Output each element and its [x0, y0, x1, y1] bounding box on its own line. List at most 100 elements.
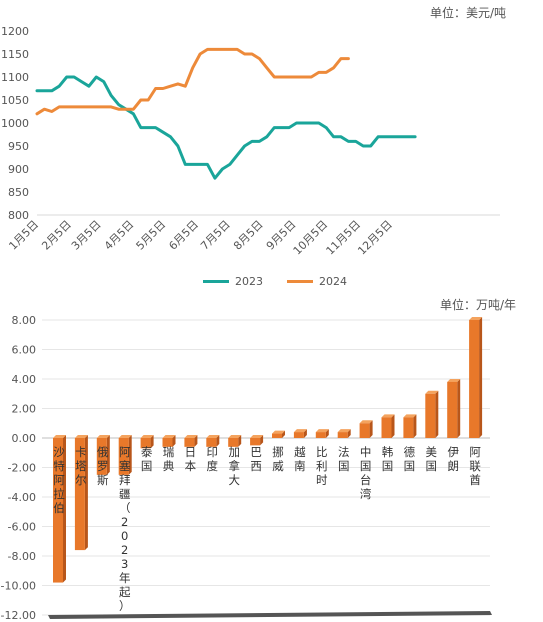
- y-tick-label: 800: [8, 209, 29, 222]
- bar-side: [282, 430, 285, 438]
- bar-side: [479, 317, 483, 438]
- bar: [228, 438, 239, 447]
- y-tick-label: 4.00: [12, 373, 37, 386]
- bar: [184, 438, 195, 447]
- bar-top: [315, 429, 329, 433]
- bar: [53, 438, 63, 583]
- bar-top: [447, 378, 461, 382]
- y-tick-label: 2.00: [12, 403, 37, 416]
- y-tick-label: 0.00: [12, 432, 37, 445]
- y-tick-label: 8.00: [12, 314, 37, 327]
- y-tick-label: 1200: [1, 25, 29, 38]
- x-tick-label: 10月5日: [291, 218, 331, 258]
- x-tick-label: 1月5日: [6, 218, 41, 253]
- category-label: 俄罗斯: [97, 445, 109, 487]
- category-label: 越南: [294, 445, 306, 473]
- bar-top: [272, 430, 285, 434]
- bar: [118, 438, 129, 475]
- bar-top: [206, 435, 220, 438]
- bar-side: [172, 435, 176, 447]
- line-chart-svg: 800 850 900 950 1000 1050 1100 1150 1200 1月5日2月5日…: [1, 25, 500, 258]
- bar-top: [184, 435, 198, 438]
- bar-top: [381, 414, 395, 418]
- category-label: 卡塔尔: [75, 445, 87, 487]
- series-line-2023: [35, 75, 417, 180]
- bar: [250, 438, 261, 446]
- bar-top: [140, 435, 154, 438]
- bar-side: [369, 420, 373, 438]
- y-tick-label: 6.00: [12, 344, 37, 357]
- series-line-2024: [35, 47, 350, 116]
- bar: [140, 438, 151, 449]
- x-tick-label: 6月5日: [166, 218, 201, 253]
- bar-side: [106, 435, 110, 475]
- x-tick-label: 4月5日: [102, 218, 137, 253]
- bar: [469, 320, 480, 438]
- bar: [425, 393, 436, 438]
- bar: [403, 417, 414, 438]
- bar: [315, 432, 326, 438]
- category-label: 沙特阿拉伯: [53, 445, 65, 515]
- x-tick-label: 3月5日: [69, 218, 104, 253]
- x-tick-label: 8月5日: [231, 218, 266, 253]
- category-label: 比利时: [316, 445, 328, 487]
- legend-swatch-2023: [203, 280, 229, 283]
- bar-side: [128, 435, 132, 475]
- bar: [293, 432, 304, 438]
- bar-top: [469, 317, 483, 320]
- bar-top: [228, 435, 242, 438]
- bar-side: [194, 435, 198, 447]
- bar: [206, 438, 217, 447]
- bar: [74, 438, 85, 551]
- category-label: 挪威: [272, 445, 284, 473]
- bar-top: [118, 435, 132, 438]
- y-tick-label: -10.00: [1, 580, 36, 593]
- chart-floor: [48, 611, 492, 619]
- bar-top: [53, 435, 66, 438]
- bar-side: [325, 429, 329, 438]
- y-tick-label: 1050: [1, 94, 29, 107]
- x-tick-label: 12月5日: [355, 218, 395, 258]
- x-tick-label: 5月5日: [134, 218, 169, 253]
- bar-side: [413, 414, 417, 438]
- bar-top: [425, 390, 439, 394]
- y-tick-label: 1000: [1, 117, 29, 130]
- y-tick-label: 1100: [1, 71, 29, 84]
- category-label: 德国: [404, 445, 416, 473]
- y-tick-label: -8.00: [8, 550, 36, 563]
- y-tick-label: -12.00: [1, 609, 36, 622]
- legend-label-2024: 2024: [319, 275, 347, 288]
- bar-top: [96, 435, 110, 438]
- category-label: 加拿大: [228, 445, 240, 487]
- category-label: 韩国: [382, 445, 394, 473]
- y-tick-label: 1150: [1, 48, 29, 61]
- y-tick-label: -4.00: [8, 491, 36, 504]
- bar-side: [84, 435, 88, 551]
- bar-side: [63, 435, 66, 583]
- category-label: 泰国: [141, 445, 153, 473]
- y-tick-label: 850: [8, 186, 29, 199]
- bar-top: [74, 435, 88, 438]
- bar: [359, 423, 370, 438]
- bar-side: [260, 435, 264, 446]
- bar-top: [293, 429, 307, 433]
- bar-top: [337, 429, 351, 433]
- y-tick-label: -2.00: [8, 462, 36, 475]
- bar: [337, 432, 348, 438]
- legend-label-2023: 2023: [235, 275, 263, 288]
- bar-top: [403, 414, 417, 418]
- bar-side: [457, 378, 461, 438]
- bar: [447, 381, 458, 438]
- category-label: 法国: [338, 445, 350, 473]
- x-tick-label: 7月5日: [198, 218, 233, 253]
- bar-chart-svg: 8.00 6.00 4.00 2.00 0.00 -2.00 -4.00 -6.00 -8.00…: [1, 314, 492, 622]
- bar: [96, 438, 107, 475]
- category-label: 中国台湾: [360, 445, 372, 501]
- category-label: 阿联酋: [469, 445, 481, 487]
- category-label: 阿塞拜疆（ 2 0 2 3 年起）: [119, 445, 131, 613]
- chart1-legend: 2023 2024: [203, 275, 365, 288]
- x-tick-label: 2月5日: [39, 218, 74, 253]
- bar: [162, 438, 173, 447]
- bar: [272, 433, 282, 438]
- bar-top: [162, 435, 176, 438]
